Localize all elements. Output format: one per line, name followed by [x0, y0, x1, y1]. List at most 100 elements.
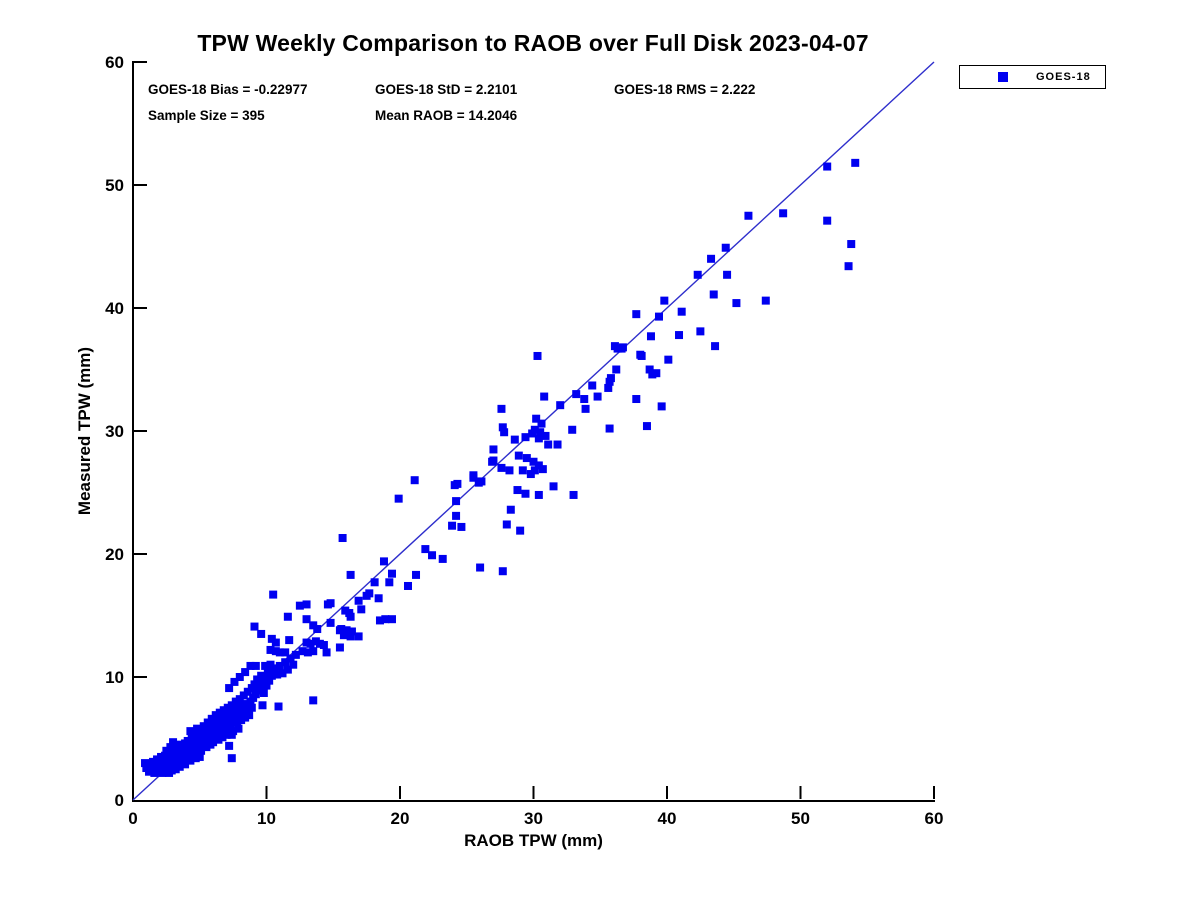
scatter-point: [529, 457, 538, 466]
x-tick-label: 0: [128, 809, 137, 828]
scatter-point: [510, 435, 519, 444]
scatter-point: [306, 639, 315, 648]
x-tick-label: 40: [658, 809, 677, 828]
scatter-point: [231, 712, 240, 721]
scatter-point: [410, 476, 419, 485]
scatter-point: [186, 756, 195, 765]
scatter-point: [274, 702, 283, 711]
scatter-point: [219, 706, 228, 715]
scatter-point: [185, 741, 194, 750]
scatter-point: [291, 650, 300, 659]
scatter-point: [457, 522, 466, 531]
scatter-point: [365, 589, 374, 598]
legend-box: GOES-18: [959, 65, 1106, 89]
scatter-point: [195, 752, 204, 761]
scatter-point: [375, 616, 384, 625]
scatter-point: [234, 704, 243, 713]
scatter-point: [505, 466, 514, 475]
scatter-point: [245, 711, 254, 720]
scatter-point: [209, 738, 218, 747]
scatter-point: [556, 401, 565, 410]
scatter-point: [226, 720, 235, 729]
scatter-point: [533, 351, 542, 360]
scatter-point: [657, 402, 666, 411]
x-tick-label: 60: [925, 809, 944, 828]
scatter-point: [197, 746, 206, 755]
scatter-point: [275, 661, 284, 670]
scatter-point: [183, 736, 192, 745]
scatter-point: [266, 660, 275, 669]
scatter-point: [267, 671, 276, 680]
scatter-point: [357, 605, 366, 614]
scatter-point: [341, 606, 350, 615]
scatter-point: [823, 162, 832, 171]
scatter-point: [261, 674, 270, 683]
scatter-point: [238, 702, 247, 711]
scatter-point: [612, 365, 621, 374]
scatter-point: [222, 730, 231, 739]
scatter-point: [281, 648, 290, 657]
scatter-point: [175, 762, 184, 771]
scatter-point: [273, 670, 282, 679]
scatter-point: [235, 673, 244, 681]
scatter-point: [235, 709, 244, 718]
scatter-point: [823, 216, 832, 225]
scatter-point: [387, 569, 396, 578]
scatter-point: [213, 724, 222, 733]
scatter-point: [187, 746, 196, 755]
scatter-point: [201, 732, 210, 741]
scatter-point: [219, 725, 228, 734]
scatter-point: [193, 735, 202, 744]
scatter-point: [309, 621, 318, 630]
scatter-point: [721, 243, 730, 252]
scatter-point: [744, 211, 753, 220]
scatter-point: [338, 534, 347, 543]
scatter-point: [711, 342, 720, 351]
scatter-point: [522, 454, 531, 463]
scatter-point: [642, 422, 651, 431]
scatter-point: [581, 404, 590, 413]
scatter-point: [202, 723, 211, 732]
scatter-point: [218, 713, 227, 722]
scatter-point: [243, 687, 252, 696]
scatter-point: [257, 671, 266, 680]
scatter-point: [489, 456, 498, 465]
scatter-point: [267, 634, 276, 643]
scatter-point: [645, 365, 654, 374]
scatter-point: [227, 730, 236, 739]
scatter-point: [498, 423, 507, 432]
scatter-point: [438, 554, 447, 563]
scatter-point: [568, 425, 577, 434]
scatter-point: [278, 669, 287, 678]
scatter-point: [847, 240, 856, 249]
scatter-point: [275, 648, 284, 657]
scatter-point: [246, 661, 255, 670]
scatter-point: [326, 618, 335, 627]
scatter-point: [197, 734, 206, 743]
x-tick-label: 50: [791, 809, 810, 828]
scatter-point: [502, 520, 511, 529]
scatter-point: [237, 716, 246, 725]
scatter-point: [231, 697, 240, 706]
scatter-point: [537, 419, 546, 428]
scatter-point: [636, 350, 645, 359]
stat-std: GOES-18 StD = 2.2101: [375, 82, 518, 97]
scatter-point: [421, 545, 430, 554]
scatter-point: [262, 681, 271, 690]
scatter-point: [335, 643, 344, 652]
scatter-point: [257, 629, 266, 638]
scatter-point: [162, 746, 171, 755]
scatter-point: [374, 594, 383, 603]
scatter-point: [206, 720, 215, 729]
scatter-point: [265, 676, 274, 685]
scatter-point: [181, 760, 190, 769]
scatter-point: [295, 601, 304, 610]
scatter-point: [251, 661, 260, 670]
scatter-point: [322, 648, 331, 657]
scatter-point: [675, 331, 684, 340]
scatter-point: [516, 526, 525, 535]
scatter-point: [632, 310, 641, 319]
scatter-point: [339, 631, 348, 640]
